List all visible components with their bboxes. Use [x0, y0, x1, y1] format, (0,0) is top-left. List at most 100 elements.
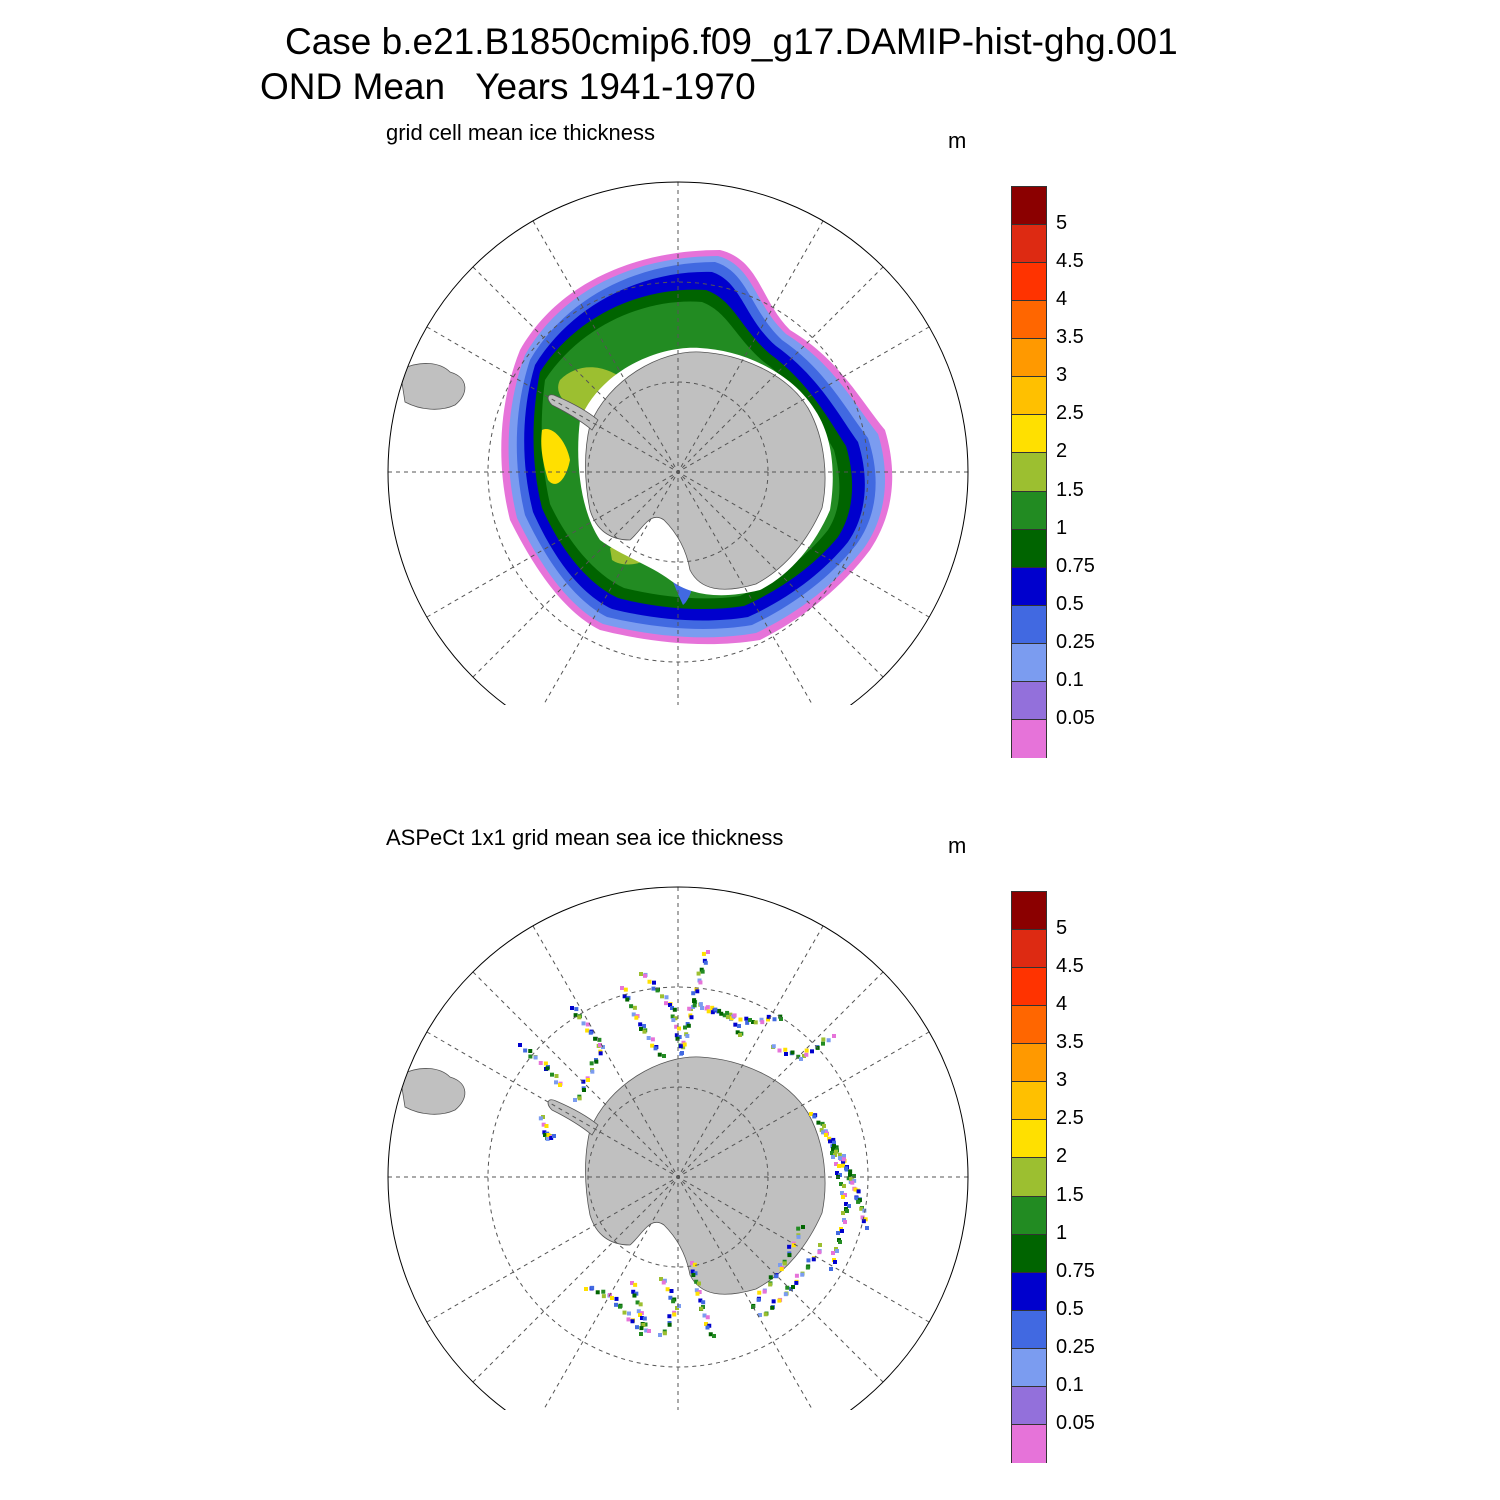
ship-track-cell: [777, 1298, 782, 1303]
ship-track-cell: [694, 1288, 699, 1293]
colorbar-label: 5: [1056, 917, 1068, 940]
ship-track-cell: [523, 1048, 528, 1053]
ship-track-cell: [629, 1004, 634, 1009]
ship-track-cell: [601, 1294, 606, 1299]
colorbar-swatch: [1011, 1081, 1047, 1121]
ship-track-cell: [643, 1322, 648, 1327]
ship-track-cell: [634, 1015, 639, 1020]
ship-track-cell: [586, 1078, 590, 1082]
colorbar-swatch: [1011, 528, 1047, 568]
ship-track-cell: [641, 1323, 646, 1327]
ship-track-cell: [545, 1137, 550, 1141]
ship-track-cell: [670, 1006, 674, 1010]
ship-track-cell: [766, 1014, 771, 1019]
ship-track-cell: [844, 1202, 848, 1206]
colorbar-swatch: [1011, 642, 1047, 682]
ship-track-cell: [638, 1313, 642, 1317]
ship-track-cell: [577, 1096, 582, 1101]
ship-track-cell: [662, 1054, 666, 1058]
ship-track-cell: [772, 1017, 777, 1022]
ship-track-cell: [802, 1054, 806, 1058]
ship-track-cell: [704, 1322, 708, 1326]
ship-track-cell: [650, 1043, 655, 1048]
ship-track-cell: [642, 1024, 646, 1028]
ship-track-cell: [738, 1033, 742, 1037]
ship-track-cell: [595, 1290, 600, 1295]
ship-track-cell: [622, 1310, 627, 1315]
ship-track-cell: [794, 1273, 799, 1278]
ship-track-cell: [632, 1005, 637, 1010]
ship-track-cell: [582, 1088, 586, 1092]
ship-track-cell: [664, 1001, 668, 1006]
ship-track-cell: [698, 1002, 703, 1007]
ship-track-cell: [796, 1226, 801, 1231]
colorbar-swatch: [1011, 1385, 1047, 1425]
colorbar-swatch: [1011, 490, 1047, 530]
colorbar-label: 1: [1056, 1221, 1068, 1244]
ship-track-cell: [860, 1215, 865, 1220]
ship-track-cell: [655, 988, 660, 993]
ship-track-cell: [667, 1314, 672, 1319]
ship-track-cell: [865, 1226, 869, 1230]
ship-track-cell: [695, 989, 700, 994]
ship-track-cell: [774, 1274, 779, 1279]
ship-track-cell: [528, 1054, 533, 1059]
map-boundary: [387, 181, 969, 705]
colorbar-label: 0.25: [1056, 630, 1095, 653]
ship-track-cell: [779, 1267, 784, 1272]
ship-track-cell: [805, 1265, 810, 1270]
ship-track-cell: [835, 1171, 839, 1175]
ship-track-cell: [837, 1152, 842, 1157]
ship-track-cell: [827, 1136, 832, 1141]
ship-track-cell: [639, 1332, 643, 1336]
ship-track-cell: [831, 1155, 835, 1159]
ship-track-cell: [763, 1312, 768, 1317]
ship-track-cell: [678, 1044, 683, 1049]
ship-track-cell: [842, 1184, 846, 1188]
ship-track-cell: [841, 1163, 845, 1168]
ship-track-cell: [840, 1191, 844, 1195]
ship-track-cell: [745, 1020, 750, 1025]
colorbar-label: 0.5: [1056, 592, 1084, 615]
ship-track-cell: [635, 1300, 640, 1305]
ship-track-cell: [828, 1139, 832, 1144]
ship-track-cell: [554, 1074, 559, 1078]
colorbar-swatch: [1011, 1271, 1047, 1311]
ship-track-cell: [821, 1130, 825, 1135]
ship-track-cell: [690, 1269, 695, 1274]
ship-track-cell: [573, 1013, 578, 1018]
ship-track-cell: [839, 1182, 843, 1186]
ship-track-cell: [651, 986, 656, 991]
ship-track-cell: [728, 1012, 733, 1017]
colorbar-swatch: [1011, 1347, 1047, 1387]
ship-track-cell: [620, 986, 624, 990]
ship-track-cell: [705, 1325, 710, 1330]
ship-track-cell: [779, 1017, 783, 1021]
ship-track-cell: [674, 1024, 679, 1029]
ship-track-cell: [835, 1249, 839, 1253]
ship-track-cell: [538, 1116, 543, 1121]
ship-track-observations: [518, 950, 869, 1338]
ship-track-cell: [675, 1036, 680, 1041]
ship-track-cell: [784, 1052, 788, 1056]
ship-track-cell: [804, 1052, 809, 1057]
ship-track-cell: [766, 1017, 770, 1022]
colorbar-swatch: [1011, 452, 1047, 492]
ship-track-cell: [771, 1299, 776, 1304]
ship-track-cell: [783, 1047, 788, 1052]
ship-track-cell: [518, 1043, 522, 1047]
ship-track-cell: [691, 1273, 696, 1277]
colorbar-swatch: [1011, 929, 1047, 969]
colorbar-label: 3.5: [1056, 1031, 1084, 1054]
ship-track-cell: [685, 1034, 690, 1038]
ship-track-cell: [541, 1122, 546, 1127]
colorbar-label: 4.5: [1056, 250, 1084, 273]
ship-track-cell: [852, 1174, 856, 1178]
ship-track-cell: [708, 1332, 713, 1337]
ship-track-cell: [644, 1328, 649, 1333]
ship-track-cell: [632, 1293, 637, 1298]
ship-track-cell: [653, 1046, 658, 1051]
ship-track-cell: [546, 1133, 551, 1137]
ship-track-cell: [785, 1285, 790, 1290]
polar-map-observations: [387, 886, 969, 1410]
